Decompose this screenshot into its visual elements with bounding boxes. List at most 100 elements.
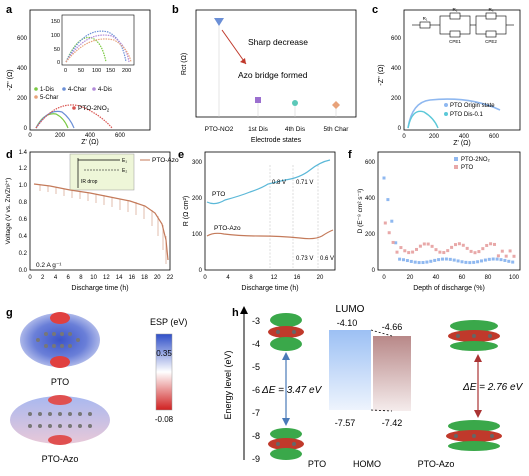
f-point-pto [485, 243, 489, 247]
c-xtick-3: 600 [489, 134, 500, 140]
f-point-azo [507, 259, 511, 263]
e-xtick-0: 0 [203, 275, 207, 281]
a-inset-xtick-2: 100 [92, 68, 101, 74]
f-point-azo [476, 260, 480, 264]
f-point-azo [405, 259, 409, 263]
h-azo-homo-orbital [446, 420, 502, 451]
a-legend-dot-3 [34, 95, 38, 99]
f-point-pto [407, 251, 411, 255]
f-point-pto [415, 247, 418, 251]
c-curve-dis [407, 110, 439, 129]
h-ytick-2: -5 [252, 362, 260, 372]
panel-e-frame [204, 151, 336, 271]
f-point-pto [457, 242, 461, 246]
f-point-azo [495, 257, 499, 261]
f-point-azo [456, 259, 460, 263]
e-curve-azo [206, 229, 334, 240]
d-ytick-4: 0.8 [19, 200, 28, 206]
f-point-pto [454, 243, 457, 247]
h-ytick-3: -6 [252, 385, 260, 395]
f-point-pto [461, 243, 465, 247]
h-pto-homo: -7.57 [335, 418, 356, 428]
b-marker-2 [292, 100, 298, 106]
h-azo-gap-arrow-down [474, 410, 482, 418]
f-point-azo [429, 259, 433, 263]
a-xtick-1: 200 [55, 133, 66, 139]
h-lumo-label: LUMO [336, 304, 365, 315]
d-xtick-9: 18 [141, 275, 148, 281]
f-point-azo [409, 259, 413, 263]
c-circuit-r1: R₁ [423, 16, 428, 21]
panel-c-letter: c [372, 4, 378, 16]
f-point-pto [411, 250, 415, 254]
h-homo-label: HOMO [353, 459, 381, 469]
e-vmark-0: 0.8 V [272, 180, 286, 186]
f-point-azo [468, 261, 472, 265]
h-ytick-1: -4 [252, 339, 260, 349]
panel-f: f D (E⁻⁸ cm² s⁻¹) Depth of discharge (%)… [348, 149, 521, 292]
panel-g: g PTO PTO-Azo ESP (eV) 0.35 -0.08 [6, 307, 187, 464]
d-ytick-7: 1.4 [19, 150, 28, 156]
d-inset-e2: E₂ [122, 168, 127, 174]
f-point-azo [448, 257, 452, 261]
c-ytick-2: 400 [391, 66, 402, 72]
d-xtick-4: 8 [79, 275, 83, 281]
f-point-pto [500, 249, 504, 253]
c-xtick-1: 200 [429, 134, 440, 140]
a-xtick-2: 400 [85, 133, 96, 139]
e-ytick-0: 0 [199, 268, 203, 274]
f-point-pto [504, 254, 508, 258]
h-pto-lumo: -4.10 [337, 318, 358, 328]
d-ytick-0: 0.0 [19, 268, 28, 274]
h-pto-homo-orbital [268, 428, 304, 460]
f-point-azo [394, 241, 398, 245]
h-label-pto: PTO [308, 459, 326, 469]
c-legend-dot-1 [444, 112, 448, 116]
a-inset-ytick-3: 150 [51, 19, 60, 25]
f-point-azo [472, 260, 476, 264]
g-esp-azo-top [48, 395, 72, 405]
d-xtick-5: 10 [90, 275, 97, 281]
inset-curve-salmon [65, 38, 132, 63]
a-legend-dot-1 [62, 87, 66, 91]
h-label-azo: PTO-Azo [418, 459, 455, 469]
f-legend-0: PTO-2NO₂ [461, 157, 491, 163]
f-legend-1: PTO [461, 165, 474, 171]
g-scale-max: 0.35 [156, 349, 172, 358]
panel-d-xlabel: Discharge time (h) [71, 285, 128, 292]
f-point-pto [430, 244, 434, 248]
d-ytick-3: 0.6 [19, 217, 28, 223]
f-series-pto [383, 221, 516, 258]
g-colorbar [155, 333, 173, 411]
g-scale-min: -0.08 [155, 415, 174, 424]
h-azo-lumo-orbital [448, 320, 500, 351]
h-ytick-5: -8 [252, 431, 260, 441]
e-ytick-2: 200 [192, 196, 203, 202]
f-point-pto [399, 246, 403, 250]
e-xtick-4: 16 [294, 275, 301, 281]
f-point-pto [481, 247, 485, 251]
h-ylabel: Energy level (eV) [223, 350, 233, 419]
a-inset-xtick-0: 0 [64, 68, 67, 74]
f-point-pto [422, 242, 426, 246]
a-annotation-dot [72, 106, 76, 110]
d-xtick-7: 14 [116, 275, 123, 281]
d-curve [33, 183, 169, 261]
h-gap-pto: ΔE = 3.47 eV [261, 385, 323, 396]
panel-c-xlabel: Z' (Ω) [453, 140, 470, 147]
e-xtick-5: 20 [317, 275, 324, 281]
panel-h: h Energy level (eV) -3 -4 -5 -6 -7 -8 -9… [223, 304, 524, 469]
f-point-azo [402, 258, 405, 262]
c-xtick-2: 400 [459, 134, 470, 140]
f-point-pto [395, 250, 399, 254]
panel-d-ylabel: Voltage (V vs. Zn/Zn²⁺) [5, 178, 12, 245]
f-ytick-2: 400 [365, 196, 376, 202]
h-azo-gap-arrow-up [474, 354, 482, 362]
f-point-azo [390, 219, 394, 223]
panel-e: e R (Ω cm²) Discharge time (h) 0 4 8 12 … [178, 149, 336, 292]
f-xtick-5: 100 [509, 275, 520, 281]
a-ytick-2: 400 [17, 66, 28, 72]
panel-a-frame [29, 9, 151, 131]
panel-d-letter: d [6, 149, 13, 161]
d-ytick-6: 1.2 [19, 166, 28, 172]
